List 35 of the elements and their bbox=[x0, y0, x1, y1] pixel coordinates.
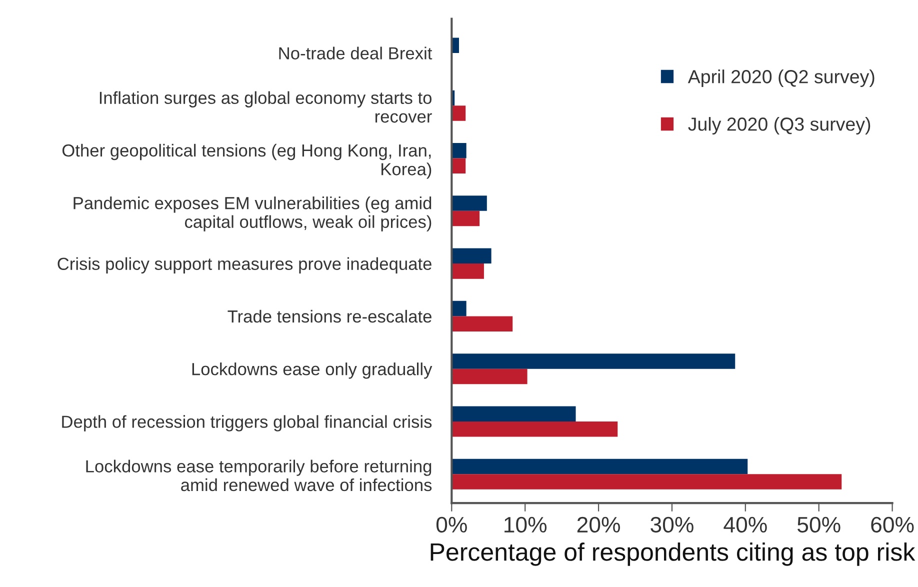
x-tick-label: 0% bbox=[436, 516, 467, 533]
legend-label: April 2020 (Q2 survey) bbox=[688, 70, 874, 88]
x-tick-label: 50% bbox=[798, 516, 840, 533]
bar bbox=[452, 421, 618, 437]
bar bbox=[452, 143, 466, 158]
bar bbox=[452, 158, 466, 174]
y-tick-label: Depth of recession triggers global financial crisis bbox=[62, 415, 432, 432]
y-tick-label: Lockdowns ease temporarily before returning amid renewed wave of infections bbox=[86, 460, 432, 492]
bar bbox=[452, 316, 513, 332]
bar bbox=[452, 264, 484, 279]
y-tick-label: Crisis policy support measures prove inadequate bbox=[58, 257, 432, 274]
y-tick-label: Pandemic exposes EM vulnerabilities (eg amid capital outflows, weak oil prices) bbox=[74, 196, 432, 232]
bar bbox=[452, 474, 842, 490]
bar bbox=[452, 210, 480, 226]
y-tick-label: Lockdowns ease only gradually bbox=[192, 362, 432, 379]
bar bbox=[452, 354, 736, 369]
y-tick-label: No-trade deal Brexit bbox=[279, 46, 432, 60]
y-tick-label: Inflation surges as global economy starts to recover bbox=[100, 91, 432, 123]
x-tick-label: 20% bbox=[577, 516, 620, 533]
bar bbox=[452, 458, 748, 474]
bar bbox=[452, 196, 487, 211]
bar bbox=[452, 248, 492, 264]
x-tick-label: 60% bbox=[871, 516, 914, 533]
bar bbox=[452, 406, 576, 422]
x-tick-label: 10% bbox=[504, 516, 547, 533]
x-tick-label: 40% bbox=[724, 516, 767, 533]
bar bbox=[452, 38, 459, 53]
bar bbox=[452, 368, 528, 384]
bar bbox=[452, 300, 466, 316]
x-tick-label: 30% bbox=[650, 516, 694, 533]
y-tick-label: Trade tensions re-escalate bbox=[228, 310, 432, 323]
y-tick-label: Other geopolitical tensions (eg Hong Kong, Iran, Korea) bbox=[62, 144, 432, 179]
bar bbox=[452, 106, 466, 121]
x-axis-title: Percentage of respondents citing as top risk bbox=[430, 542, 916, 566]
legend-label: July 2020 (Q3 survey) bbox=[688, 117, 870, 135]
